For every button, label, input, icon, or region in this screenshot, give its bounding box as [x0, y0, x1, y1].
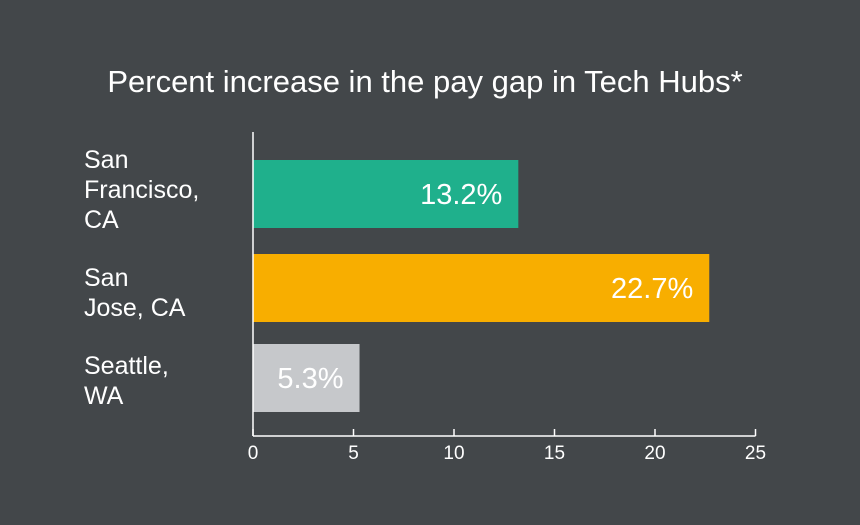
category-label-1-line-1: Jose, CA: [84, 294, 186, 322]
bar-2: [253, 344, 360, 412]
x-axis: 0 5 10 15 20 25: [248, 132, 766, 464]
category-label-0-line-0: San: [84, 146, 128, 174]
x-tick-label-2: 10: [443, 443, 464, 464]
bars: 13.2% 22.7% 5.3%: [253, 160, 710, 412]
value-label-2: 5.3%: [277, 363, 343, 395]
category-label-1-line-0: San: [84, 264, 128, 292]
value-label-0: 13.2%: [420, 179, 502, 211]
category-label-0-line-1: Francisco,: [84, 176, 199, 204]
bar-1: [253, 254, 710, 322]
category-label-2-line-1: WA: [84, 382, 124, 410]
chart-title: Percent increase in the pay gap in Tech …: [107, 64, 742, 99]
value-label-1: 22.7%: [611, 273, 693, 305]
x-tick-label-5: 25: [745, 443, 766, 464]
x-tick-label-0: 0: [248, 443, 259, 464]
bar-0: [253, 160, 519, 228]
x-tick-label-3: 15: [544, 443, 565, 464]
x-tick-label-4: 20: [644, 443, 665, 464]
x-tick-label-1: 5: [348, 443, 359, 464]
category-label-2-line-0: Seattle,: [84, 352, 169, 380]
category-label-0-line-2: CA: [84, 206, 119, 234]
